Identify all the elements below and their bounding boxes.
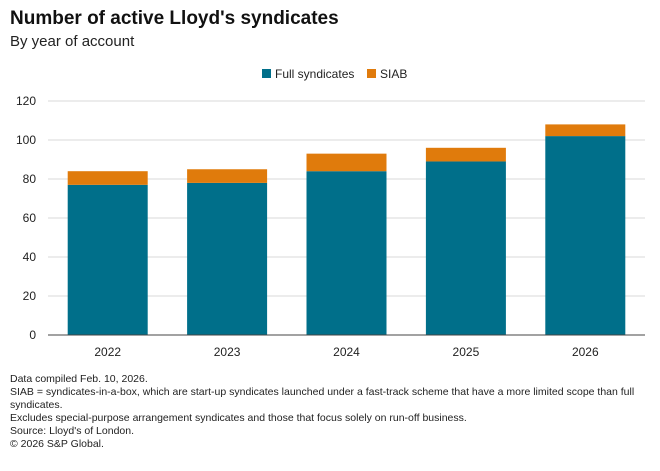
bar-siab	[187, 169, 268, 183]
bar-siab	[545, 124, 626, 137]
footnote-exclusions: Excludes special-purpose arrangement syn…	[10, 412, 467, 424]
legend: Full syndicates SIAB	[262, 67, 407, 81]
bar-full-syndicates	[67, 184, 148, 335]
bar-siab	[306, 153, 387, 172]
legend-label-siab: SIAB	[380, 67, 407, 81]
x-tick-label: 2022	[94, 345, 121, 359]
x-tick-label: 2025	[453, 345, 480, 359]
y-tick-label: 0	[29, 328, 36, 342]
bars	[67, 124, 626, 335]
legend-swatch-full-syndicates	[262, 69, 271, 78]
footnote-compiled: Data compiled Feb. 10, 2026.	[10, 373, 148, 385]
y-tick-label: 40	[23, 250, 37, 264]
y-tick-label: 100	[16, 133, 36, 147]
footnote-siab-definition: SIAB = syndicates-in-a-box, which are st…	[10, 386, 635, 411]
x-tick-label: 2026	[572, 345, 599, 359]
x-tick-label: 2024	[333, 345, 360, 359]
bar-full-syndicates	[187, 182, 268, 335]
x-axis: 2022 2023 2024 2025 2026	[48, 334, 645, 359]
y-tick-label: 60	[23, 211, 37, 225]
stacked-bar-chart: Full syndicates SIAB 0 20 40 60 80 100 120 202…	[16, 67, 645, 359]
chart-title: Number of active Lloyd's syndicates	[10, 8, 339, 29]
footnotes: Data compiled Feb. 10, 2026. SIAB = synd…	[10, 373, 650, 451]
bar-siab	[67, 171, 148, 185]
legend-swatch-siab	[367, 69, 376, 78]
bar-full-syndicates	[425, 161, 506, 335]
y-tick-label: 20	[23, 289, 37, 303]
bar-full-syndicates	[306, 171, 387, 335]
x-tick-label: 2023	[214, 345, 241, 359]
footnote-copyright: © 2026 S&P Global.	[10, 438, 104, 450]
y-axis: 0 20 40 60 80 100 120	[16, 94, 36, 342]
y-tick-label: 80	[23, 172, 37, 186]
footnote-source: Source: Lloyd's of London.	[10, 425, 135, 437]
bar-siab	[425, 147, 506, 162]
bar-full-syndicates	[545, 136, 626, 335]
y-tick-label: 120	[16, 94, 36, 108]
chart-subtitle: By year of account	[10, 33, 135, 50]
legend-label-full-syndicates: Full syndicates	[275, 67, 354, 81]
